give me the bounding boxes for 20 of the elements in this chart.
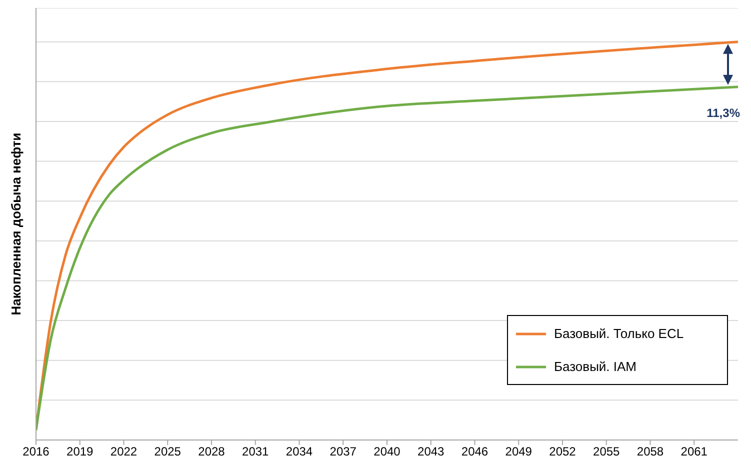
x-tick-label: 2061 (680, 444, 708, 459)
annotation: 11,3% (706, 106, 740, 120)
x-tick-label: 2043 (418, 444, 445, 459)
x-tick-label: 2022 (110, 444, 138, 459)
x-tick-label: 2031 (242, 444, 270, 459)
x-tick-label: 2040 (374, 444, 401, 459)
x-tick-label: 2058 (636, 444, 664, 459)
x-tick-label: 2025 (154, 444, 182, 459)
x-tick-label: 2028 (198, 444, 226, 459)
legend-label: Базовый. Только ECL (554, 326, 684, 341)
x-tick-label: 2052 (549, 444, 576, 459)
x-tick-label: 2034 (286, 444, 313, 459)
x-tick-label: 2049 (505, 444, 532, 459)
x-tick-label: 2016 (22, 444, 50, 459)
x-tick-label: 2046 (461, 444, 488, 459)
x-tick-label: 2037 (330, 444, 357, 459)
legend-label: Базовый. IAM (554, 359, 637, 374)
x-tick-label: 2019 (66, 444, 94, 459)
x-tick-label: 2055 (593, 444, 620, 459)
y-axis-title: Накопленная добыча нефти (8, 132, 24, 316)
